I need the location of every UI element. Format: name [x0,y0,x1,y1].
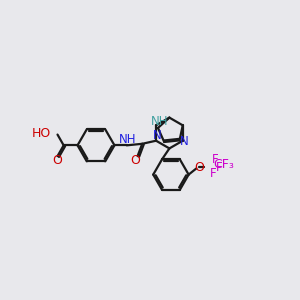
Text: F: F [210,167,217,180]
Text: O: O [52,154,62,167]
Text: O: O [130,154,140,167]
Text: CF₃: CF₃ [213,158,234,171]
Text: N: N [153,129,162,142]
Text: O: O [194,161,204,174]
Text: NH: NH [119,134,136,146]
Text: N: N [180,135,188,148]
Text: F: F [216,161,223,174]
Text: NH: NH [151,115,168,128]
Text: HO: HO [31,127,51,140]
Text: F: F [212,154,218,166]
